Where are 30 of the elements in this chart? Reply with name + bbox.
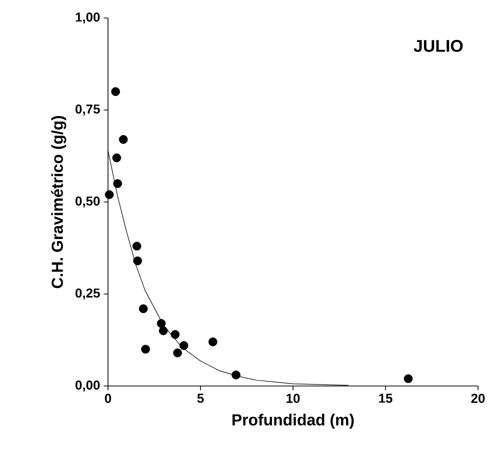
y-axis-title: C.H. Gravimétrico (g/g) — [51, 116, 66, 288]
x-axis-title: Profundidad (m) — [232, 414, 354, 429]
point — [156, 319, 166, 328]
point — [118, 135, 128, 144]
point — [132, 242, 142, 251]
x-tick-label: 20 — [471, 394, 485, 403]
point — [170, 330, 180, 339]
point — [104, 190, 114, 200]
y-tick-label: 0,00 — [76, 380, 100, 392]
point — [111, 87, 120, 96]
x-tick-label: 10 — [286, 394, 300, 403]
point — [112, 153, 122, 162]
x-tick-label: 15 — [379, 394, 392, 403]
point — [173, 348, 182, 358]
y-tick-label: 0,75 — [76, 104, 100, 116]
point — [179, 341, 188, 350]
point — [133, 256, 142, 266]
y-tick-label: 0,25 — [76, 288, 100, 300]
x-tick-label: 5 — [197, 394, 204, 403]
point — [232, 370, 240, 380]
point — [141, 344, 150, 354]
text: JULIO — [414, 40, 463, 52]
point — [404, 374, 413, 384]
point — [113, 179, 122, 188]
point — [138, 304, 148, 314]
x-tick-label: 0 — [104, 394, 112, 403]
y-tick-label: 1,00 — [76, 12, 100, 24]
y-tick-label: 0,50 — [76, 196, 100, 208]
point — [208, 337, 218, 346]
point — [158, 326, 168, 336]
